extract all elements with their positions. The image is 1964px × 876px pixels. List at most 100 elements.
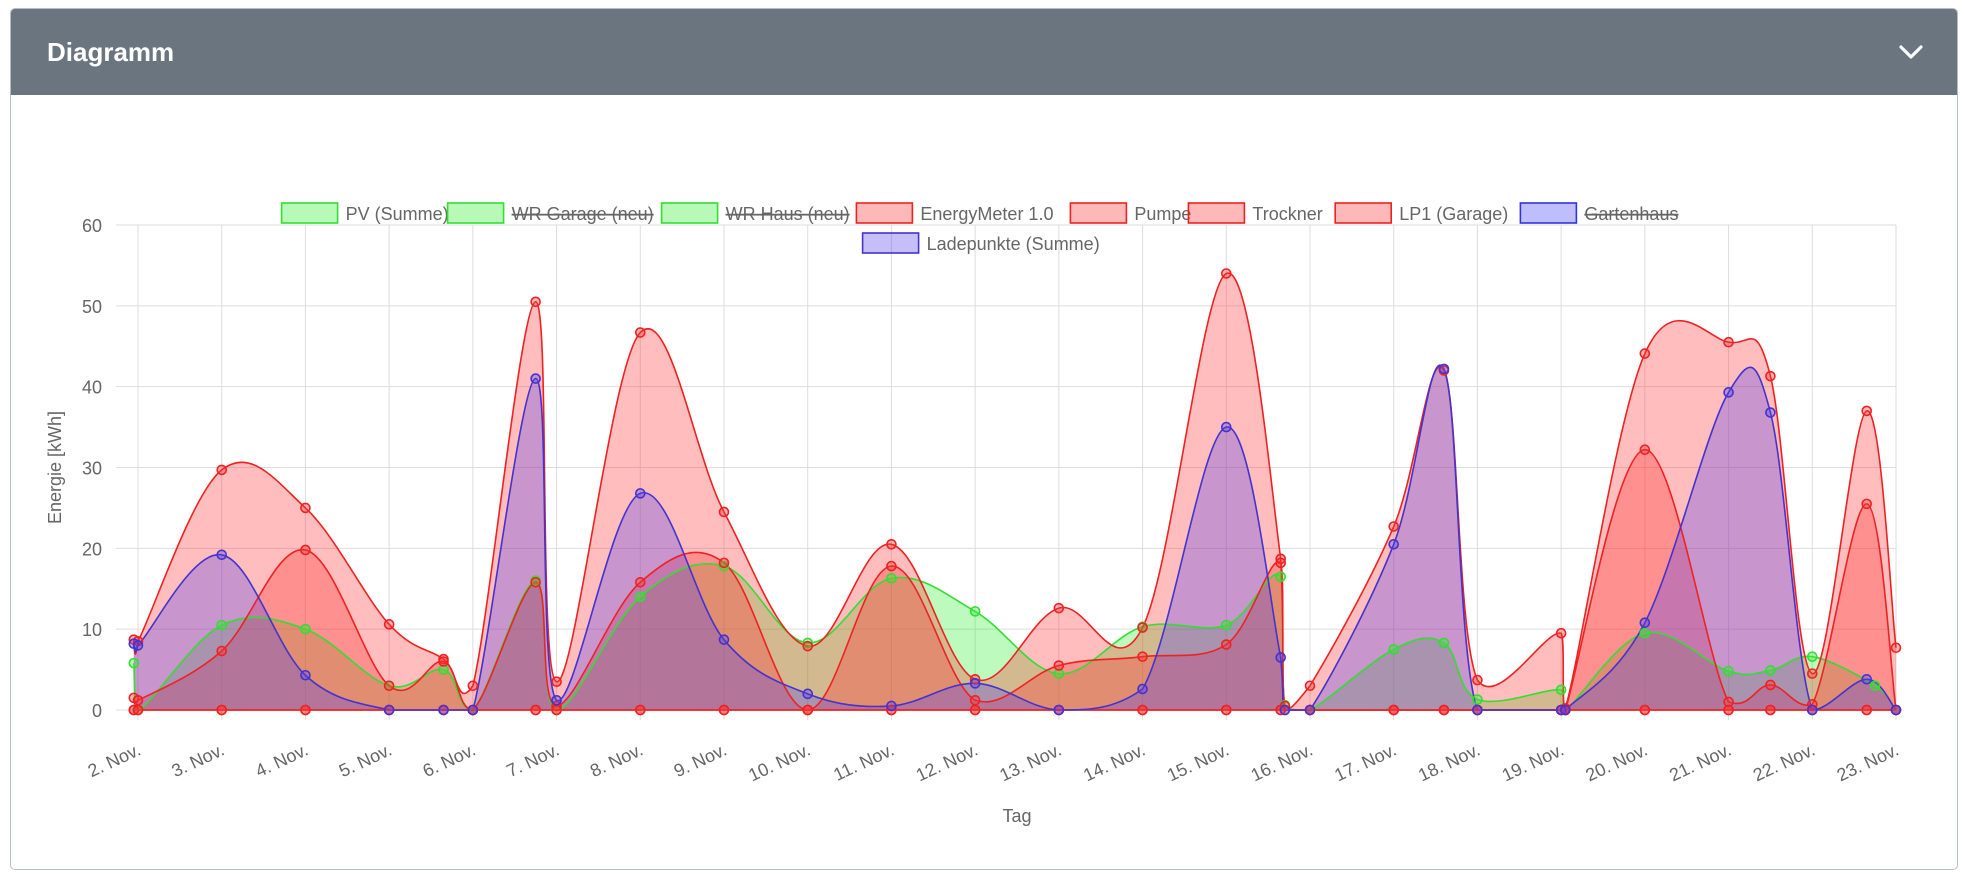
point-ladepunkte-summe[interactable]	[1560, 704, 1571, 716]
point-energymeter-1-0[interactable]	[802, 640, 814, 652]
point-pv-summe[interactable]	[1388, 644, 1400, 655]
point-ladepunkte-summe[interactable]	[383, 704, 395, 716]
legend-swatch-wr-garage-neu[interactable]	[446, 202, 505, 224]
point-pv-summe[interactable]	[1472, 694, 1483, 705]
point-lp1-garage[interactable]	[1765, 704, 1776, 716]
point-ladepunkte-summe[interactable]	[530, 373, 541, 384]
point-trockner[interactable]	[1765, 679, 1776, 691]
point-ladepunkte-summe[interactable]	[1639, 617, 1651, 629]
point-trockner[interactable]	[300, 544, 311, 556]
legend-swatch-energymeter-1-0[interactable]	[855, 202, 914, 224]
point-ladepunkte-summe[interactable]	[718, 634, 730, 645]
point-pv-summe[interactable]	[216, 619, 228, 631]
legend-label-gartenhaus[interactable]: Gartenhaus	[1584, 204, 1678, 224]
legend-swatch-ladepunkte-summe[interactable]	[861, 232, 920, 254]
legend-label-trockner[interactable]: Trockner	[1252, 204, 1322, 224]
point-lp1-garage[interactable]	[718, 704, 730, 716]
point-energymeter-1-0[interactable]	[467, 680, 479, 692]
point-trockner[interactable]	[132, 694, 144, 706]
point-trockner[interactable]	[530, 576, 541, 588]
point-lp1-garage[interactable]	[1723, 704, 1734, 716]
point-ladepunkte-summe[interactable]	[1304, 704, 1316, 716]
point-pv-summe[interactable]	[1220, 619, 1232, 631]
point-pv-summe[interactable]	[969, 606, 981, 617]
point-energymeter-1-0[interactable]	[300, 502, 311, 514]
point-ladepunkte-summe[interactable]	[1861, 673, 1872, 685]
point-lp1-garage[interactable]	[1137, 704, 1148, 716]
point-energymeter-1-0[interactable]	[1723, 336, 1734, 348]
point-ladepunkte-summe[interactable]	[802, 688, 814, 700]
point-energymeter-1-0[interactable]	[634, 327, 646, 338]
point-energymeter-1-0[interactable]	[1388, 521, 1400, 532]
point-trockner[interactable]	[216, 645, 228, 657]
point-trockner[interactable]	[1275, 557, 1286, 569]
point-lp1-garage[interactable]	[802, 704, 814, 716]
point-trockner[interactable]	[383, 680, 395, 692]
legend-swatch-lp1-garage[interactable]	[1334, 202, 1392, 224]
point-trockner[interactable]	[969, 694, 981, 706]
point-ladepunkte-summe[interactable]	[969, 678, 981, 689]
point-pv-summe[interactable]	[1723, 665, 1734, 677]
point-lp1-garage[interactable]	[1388, 704, 1400, 716]
point-ladepunkte-summe[interactable]	[1275, 652, 1286, 663]
point-ladepunkte-summe[interactable]	[1137, 683, 1148, 695]
point-energymeter-1-0[interactable]	[1890, 642, 1902, 654]
point-trockner[interactable]	[886, 560, 897, 572]
chevron-down-icon[interactable]	[1895, 39, 1927, 67]
legend-swatch-pumpe[interactable]	[1069, 202, 1128, 224]
point-lp1-garage[interactable]	[1861, 704, 1872, 716]
point-lp1-garage[interactable]	[300, 704, 311, 716]
point-lp1-garage[interactable]	[216, 704, 228, 716]
point-energymeter-1-0[interactable]	[530, 296, 541, 308]
legend-label-ladepunkte-summe[interactable]: Ladepunkte (Summe)	[927, 234, 1100, 254]
point-ladepunkte-summe[interactable]	[467, 704, 479, 716]
legend-swatch-gartenhaus[interactable]	[1519, 202, 1578, 224]
legend-label-pumpe[interactable]: Pumpe	[1134, 204, 1191, 224]
point-ladepunkte-summe[interactable]	[300, 669, 311, 681]
point-ladepunkte-summe[interactable]	[1388, 538, 1400, 550]
legend-label-lp1-garage[interactable]: LP1 (Garage)	[1399, 204, 1508, 224]
point-pv-summe[interactable]	[1806, 651, 1818, 662]
point-trockner[interactable]	[634, 576, 646, 588]
point-energymeter-1-0[interactable]	[1555, 627, 1567, 639]
point-pv-summe[interactable]	[634, 591, 646, 603]
point-pv-summe[interactable]	[128, 657, 140, 669]
point-trockner[interactable]	[1137, 651, 1148, 662]
point-pv-summe[interactable]	[1053, 668, 1065, 679]
point-lp1-garage[interactable]	[969, 704, 981, 716]
point-ladepunkte-summe[interactable]	[1438, 363, 1450, 375]
point-trockner[interactable]	[1220, 639, 1232, 650]
point-energymeter-1-0[interactable]	[216, 464, 228, 476]
point-ladepunkte-summe[interactable]	[132, 640, 144, 651]
point-ladepunkte-summe[interactable]	[216, 549, 228, 561]
point-ladepunkte-summe[interactable]	[1723, 387, 1734, 398]
point-ladepunkte-summe[interactable]	[1279, 704, 1291, 716]
point-pv-summe[interactable]	[300, 623, 311, 635]
legend-label-energymeter-1-0[interactable]: EnergyMeter 1.0	[920, 204, 1053, 224]
point-pv-summe[interactable]	[1765, 665, 1776, 676]
legend-swatch-pv-summe[interactable]	[280, 202, 339, 224]
point-energymeter-1-0[interactable]	[1053, 602, 1065, 614]
point-pv-summe[interactable]	[1275, 571, 1286, 582]
point-lp1-garage[interactable]	[132, 704, 144, 716]
point-pv-summe[interactable]	[1869, 680, 1881, 692]
point-pv-summe[interactable]	[718, 560, 730, 572]
legend-swatch-trockner[interactable]	[1187, 202, 1246, 224]
point-ladepunkte-summe[interactable]	[1806, 704, 1818, 716]
point-energymeter-1-0[interactable]	[1472, 674, 1483, 686]
point-trockner[interactable]	[438, 656, 449, 667]
point-lp1-garage[interactable]	[551, 704, 562, 716]
point-pv-summe[interactable]	[802, 637, 814, 649]
point-ladepunkte-summe[interactable]	[1220, 421, 1232, 433]
card-header[interactable]: Diagramm	[11, 9, 1957, 95]
point-energymeter-1-0[interactable]	[1639, 348, 1651, 359]
point-energymeter-1-0[interactable]	[1304, 680, 1316, 692]
point-energymeter-1-0[interactable]	[886, 538, 897, 550]
point-pv-summe[interactable]	[1438, 637, 1450, 649]
point-energymeter-1-0[interactable]	[718, 506, 730, 518]
point-ladepunkte-summe[interactable]	[1472, 704, 1483, 716]
legend-label-pv-summe[interactable]: PV (Summe)	[346, 204, 449, 224]
point-energymeter-1-0[interactable]	[551, 676, 562, 688]
point-energymeter-1-0[interactable]	[383, 619, 395, 630]
point-lp1-garage[interactable]	[1438, 704, 1450, 716]
